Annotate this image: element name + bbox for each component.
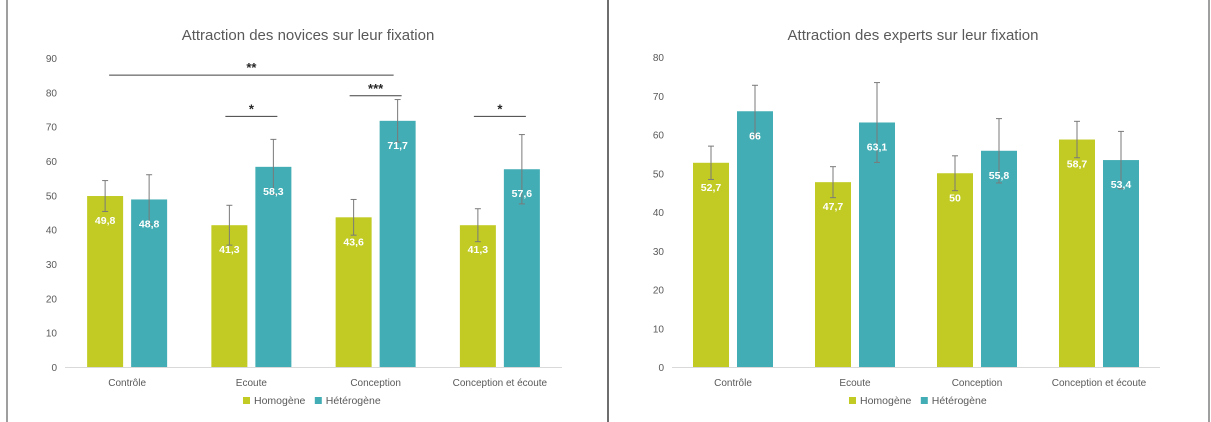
data-label: 41,3 — [219, 244, 240, 256]
y-tick-label: 20 — [46, 294, 58, 305]
bar-heterogene — [981, 150, 1017, 367]
significance-label: * — [249, 101, 255, 116]
x-tick-label: Ecoute — [839, 378, 871, 389]
x-tick-label: Ecoute — [236, 378, 268, 389]
significance-label: ** — [246, 60, 257, 75]
data-label: 66 — [749, 130, 761, 142]
chart-title: Attraction des novices sur leur fixation — [182, 27, 435, 44]
bar-heterogene — [737, 111, 773, 367]
y-tick-label: 50 — [653, 169, 665, 180]
bar-homogene — [459, 225, 496, 367]
bar-heterogene — [1103, 160, 1139, 367]
data-label: 57,6 — [512, 188, 533, 200]
data-label: 58,3 — [263, 186, 284, 198]
y-tick-label: 10 — [653, 324, 665, 335]
bar-homogene — [937, 173, 973, 367]
x-tick-label: Conception — [350, 378, 401, 389]
y-tick-label: 20 — [653, 286, 665, 297]
y-tick-label: 10 — [46, 329, 58, 340]
x-tick-label: Conception et écoute — [1052, 378, 1147, 389]
y-tick-label: 30 — [653, 247, 665, 258]
data-label: 41,3 — [468, 244, 489, 256]
bar-heterogene — [255, 166, 292, 367]
bar-homogene — [815, 182, 851, 367]
data-label: 47,7 — [823, 201, 844, 213]
legend-label: Hétérogène — [326, 395, 381, 407]
data-label: 43,6 — [343, 236, 364, 248]
significance-label: *** — [368, 81, 384, 96]
y-tick-label: 50 — [46, 191, 58, 202]
data-label: 71,7 — [387, 140, 408, 152]
y-tick-label: 0 — [51, 363, 57, 374]
y-tick-label: 0 — [658, 363, 664, 374]
data-label: 50 — [949, 192, 961, 204]
bar-heterogene — [859, 122, 895, 367]
x-tick-label: Contrôle — [714, 378, 752, 389]
x-tick-label: Contrôle — [108, 378, 146, 389]
y-tick-label: 70 — [653, 92, 665, 103]
legend-swatch — [314, 397, 322, 404]
y-tick-label: 70 — [46, 123, 58, 134]
legend-label: Homogène — [254, 395, 306, 407]
bar-homogene — [1059, 139, 1095, 367]
bar-homogene — [87, 196, 124, 367]
y-tick-label: 80 — [46, 88, 58, 99]
bar-homogene — [211, 225, 248, 367]
data-label: 58,7 — [1067, 159, 1088, 171]
legend-swatch — [243, 397, 250, 404]
y-tick-label: 90 — [46, 54, 58, 65]
data-label: 52,7 — [701, 182, 722, 194]
y-tick-label: 60 — [653, 131, 665, 142]
x-tick-label: Conception et écoute — [453, 378, 548, 389]
chart-novices: Attraction des novices sur leur fixation… — [46, 27, 562, 407]
bar-heterogene — [131, 199, 168, 367]
data-label: 49,8 — [95, 215, 116, 227]
y-tick-label: 30 — [46, 260, 58, 271]
legend-label: Homogène — [860, 395, 912, 407]
chart-title: Attraction des experts sur leur fixation — [788, 27, 1039, 44]
data-label: 55,8 — [989, 170, 1010, 182]
bar-heterogene — [379, 120, 416, 367]
data-label: 53,4 — [1111, 179, 1132, 191]
data-label: 48,8 — [139, 218, 160, 230]
y-tick-label: 40 — [46, 226, 58, 237]
legend-swatch — [849, 397, 856, 404]
legend-label: Hétérogène — [932, 395, 987, 407]
y-tick-label: 80 — [653, 53, 665, 64]
y-tick-label: 40 — [653, 208, 665, 219]
chart-experts: Attraction des experts sur leur fixation… — [653, 27, 1160, 407]
bar-homogene — [335, 217, 372, 367]
significance-label: * — [497, 101, 503, 116]
data-label: 63,1 — [867, 141, 888, 153]
y-tick-label: 60 — [46, 157, 58, 168]
bar-homogene — [693, 162, 729, 367]
legend-swatch — [920, 397, 928, 404]
x-tick-label: Conception — [952, 378, 1003, 389]
